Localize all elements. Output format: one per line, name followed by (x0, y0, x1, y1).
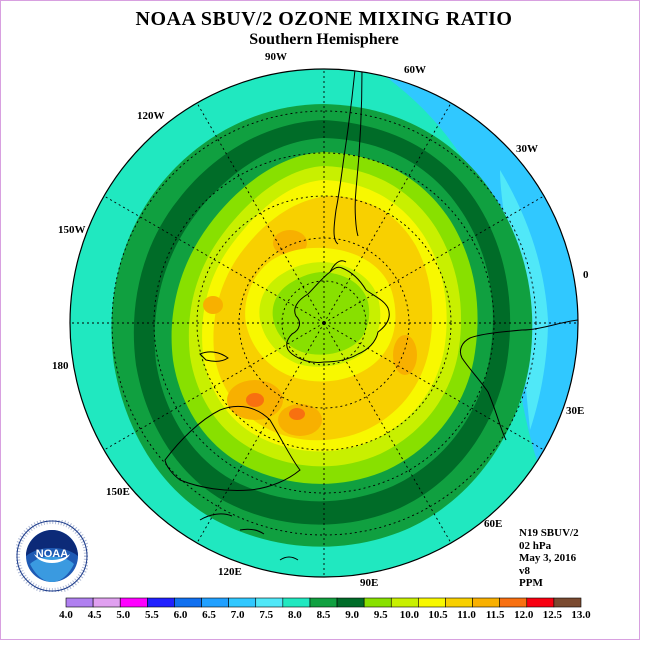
info-date: May 3, 2016 (519, 552, 577, 564)
map-boundary (69, 68, 579, 578)
lon-label-60e: 60E (484, 518, 503, 530)
coastlines (164, 69, 578, 561)
colorbar-swatch (92, 597, 121, 608)
colorbar (65, 597, 582, 608)
colorbar-tick-label: 4.0 (59, 609, 73, 621)
colorbar-swatch (526, 597, 555, 608)
meridian-lines (70, 69, 578, 577)
colorbar-swatch (363, 597, 392, 608)
colorbar-tick-label: 4.5 (87, 609, 102, 621)
colorbar-swatch (228, 597, 257, 608)
noaa-logo: NOAA (14, 518, 90, 594)
colorbar-swatch (472, 597, 500, 608)
lon-label-30e: 30E (566, 405, 585, 417)
colorbar-tick-label: 5.0 (116, 609, 131, 621)
colorbar-swatch (499, 597, 528, 608)
colorbar-swatch (390, 597, 419, 608)
colorbar-tick-label: 12.0 (514, 609, 534, 621)
lon-label-180: 180 (52, 360, 69, 372)
lon-label-0: 0 (583, 269, 589, 281)
info-satellite: N19 SBUV/2 (519, 527, 579, 539)
info-version: v8 (519, 564, 530, 577)
colorbar-tick-label: 7.5 (259, 609, 274, 621)
lon-label-120w: 120W (137, 110, 165, 122)
colorbar-tick-label: 8.5 (316, 609, 331, 621)
lon-label-90e: 90E (360, 577, 379, 589)
colorbar-tick-label: 12.5 (542, 609, 562, 621)
lon-label-60w: 60W (404, 64, 426, 76)
colorbar-swatch (255, 597, 284, 608)
colorbar-swatch (336, 597, 365, 608)
colorbar-swatch (553, 597, 582, 608)
plot-frame (0, 0, 640, 640)
colorbar-tick-label: 11.5 (485, 609, 505, 621)
colorbar-tick-label: 9.0 (345, 609, 359, 621)
colorbar-swatch (119, 597, 148, 608)
lon-label-30w: 30W (516, 143, 538, 155)
colorbar-tick-label: 10.5 (428, 609, 448, 621)
colorbar-tick-label: 8.0 (288, 609, 302, 621)
map-subtitle: Southern Hemisphere (249, 31, 399, 48)
lon-label-150e: 150E (106, 486, 130, 498)
colorbar-swatch (147, 597, 175, 608)
colorbar-swatch (201, 597, 229, 608)
noaa-logo-icon (14, 518, 90, 594)
colorbar-tick-label: 7.0 (230, 609, 245, 621)
colorbar-tick-label: 9.5 (373, 609, 388, 621)
info-units: PPM (519, 577, 543, 589)
lon-label-120e: 120E (218, 566, 242, 578)
colorbar-tick-label: 11.0 (457, 609, 476, 621)
ozone-contour-fill (70, 69, 578, 577)
colorbar-tick-label: 13.0 (571, 609, 591, 621)
colorbar-swatch (65, 597, 94, 608)
lon-label-150w: 150W (58, 224, 86, 236)
colorbar-swatch (282, 597, 311, 608)
lon-label-90w: 90W (265, 51, 287, 63)
map-title: NOAA SBUV/2 OZONE MIXING RATIO (135, 8, 513, 30)
colorbar-swatch (418, 597, 446, 608)
colorbar-swatch (174, 597, 202, 608)
colorbar-tick-label: 10.0 (399, 609, 419, 621)
colorbar-tick-label: 6.5 (202, 609, 216, 621)
noaa-logo-text: NOAA (35, 548, 69, 560)
colorbar-tick-label: 6.0 (173, 609, 188, 621)
info-level: 02 hPa (519, 539, 552, 552)
colorbar-tick-label: 5.5 (144, 609, 159, 621)
colorbar-swatch (309, 597, 338, 608)
colorbar-swatch (445, 597, 473, 608)
info-block: N19 SBUV/2 02 hPa May 3, 2016 v8 PPM (519, 527, 579, 590)
